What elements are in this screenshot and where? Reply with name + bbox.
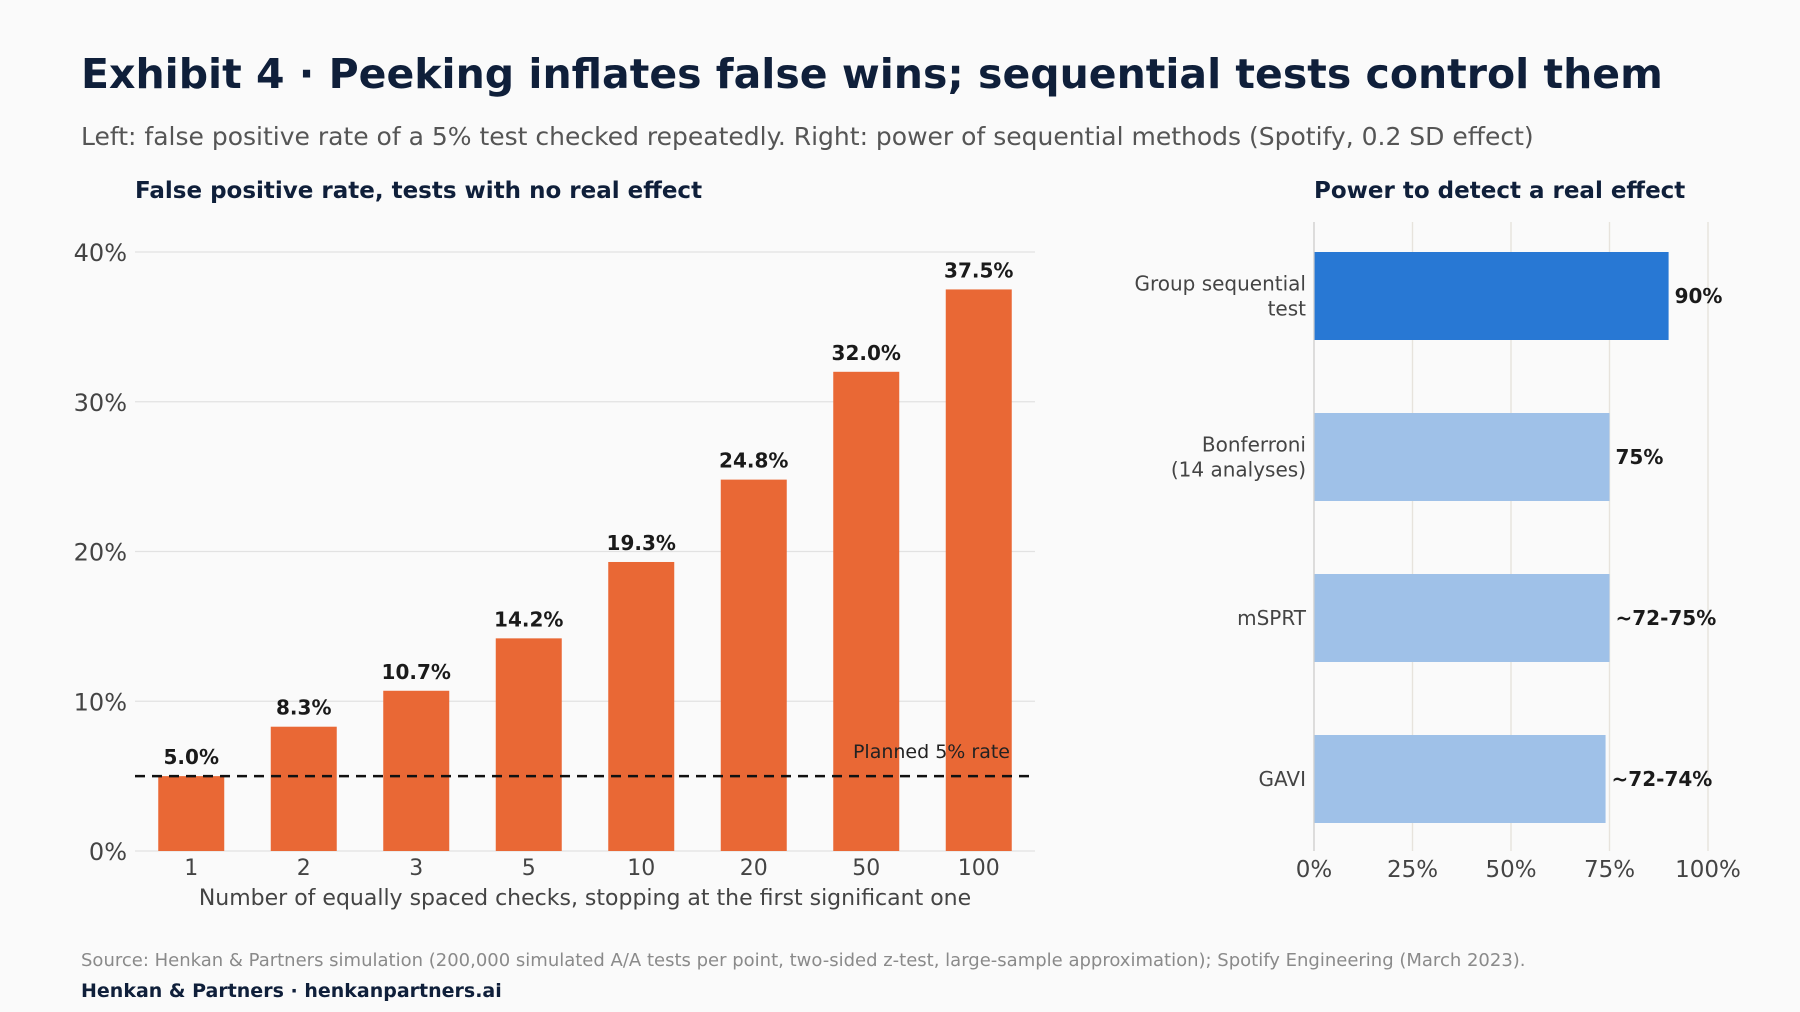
left-chart-title: False positive rate, tests with no real … <box>135 178 703 204</box>
brand-footer: Henkan & Partners · henkanpartners.ai <box>81 980 502 1002</box>
x-tick-label: 100 <box>958 856 1000 881</box>
x-tick-label: 100% <box>1675 857 1741 883</box>
bar <box>1314 252 1669 340</box>
bar <box>608 561 675 851</box>
bar <box>1314 413 1610 501</box>
bar-value-label: 75% <box>1616 445 1664 469</box>
bar-value-label: 19.3% <box>607 531 676 555</box>
category-label: test <box>1268 297 1307 321</box>
y-tick-label: 10% <box>74 688 127 716</box>
x-tick-label: 10 <box>627 856 655 881</box>
right-chart-title: Power to detect a real effect <box>1314 178 1686 204</box>
y-tick-label: 20% <box>74 539 127 567</box>
bar-value-label: 14.2% <box>494 607 563 631</box>
x-tick-label: 25% <box>1387 857 1438 883</box>
bar-value-label: 10.7% <box>382 660 451 684</box>
x-tick-label: 0% <box>1296 857 1333 883</box>
x-tick-label: 50 <box>852 856 880 881</box>
bar <box>720 479 787 851</box>
bar <box>833 371 900 851</box>
bar-value-label: 8.3% <box>276 696 331 720</box>
y-tick-label: 30% <box>74 389 127 417</box>
y-tick-label: 0% <box>89 838 127 866</box>
category-label: Bonferroni <box>1202 433 1306 457</box>
bar <box>270 726 337 851</box>
bar-value-label: 5.0% <box>164 745 219 769</box>
reference-line-label: Planned 5% rate <box>853 741 1010 763</box>
bar-value-label: 24.8% <box>719 449 788 473</box>
page-subtitle: Left: false positive rate of a 5% test c… <box>81 122 1534 151</box>
x-tick-label: 2 <box>297 856 311 881</box>
source-note: Source: Henkan & Partners simulation (20… <box>81 950 1526 971</box>
bar-value-label: 90% <box>1675 284 1723 308</box>
category-label: Group sequential <box>1134 272 1306 296</box>
bar <box>1314 574 1610 662</box>
false-positive-chart: 0% 10% 20% 30% 40% 5.0% 1 8.3% 2 10.7% 3 14.2% 5 19.3… <box>74 239 1035 911</box>
x-tick-label: 1 <box>184 856 198 881</box>
category-label: mSPRT <box>1237 606 1307 630</box>
bar-value-label: 32.0% <box>832 341 901 365</box>
page-title: Exhibit 4 · Peeking inflates false wins;… <box>81 50 1663 98</box>
bar <box>383 690 450 851</box>
bar <box>1314 735 1606 823</box>
bar <box>945 289 1012 851</box>
category-label: GAVI <box>1259 767 1306 791</box>
y-tick-label: 40% <box>74 239 127 267</box>
x-tick-label: 20 <box>740 856 768 881</box>
x-tick-label: 75% <box>1584 857 1635 883</box>
category-label: (14 analyses) <box>1171 458 1306 482</box>
bar-value-label: 37.5% <box>944 258 1013 282</box>
x-tick-label: 5 <box>522 856 536 881</box>
bar-value-label: ~72-75% <box>1616 606 1717 630</box>
bar <box>158 776 225 851</box>
x-axis-label: Number of equally spaced checks, stoppin… <box>199 886 971 911</box>
x-tick-label: 50% <box>1485 857 1536 883</box>
bar <box>495 638 562 851</box>
bar-value-label: ~72-74% <box>1612 767 1713 791</box>
x-tick-label: 3 <box>409 856 423 881</box>
